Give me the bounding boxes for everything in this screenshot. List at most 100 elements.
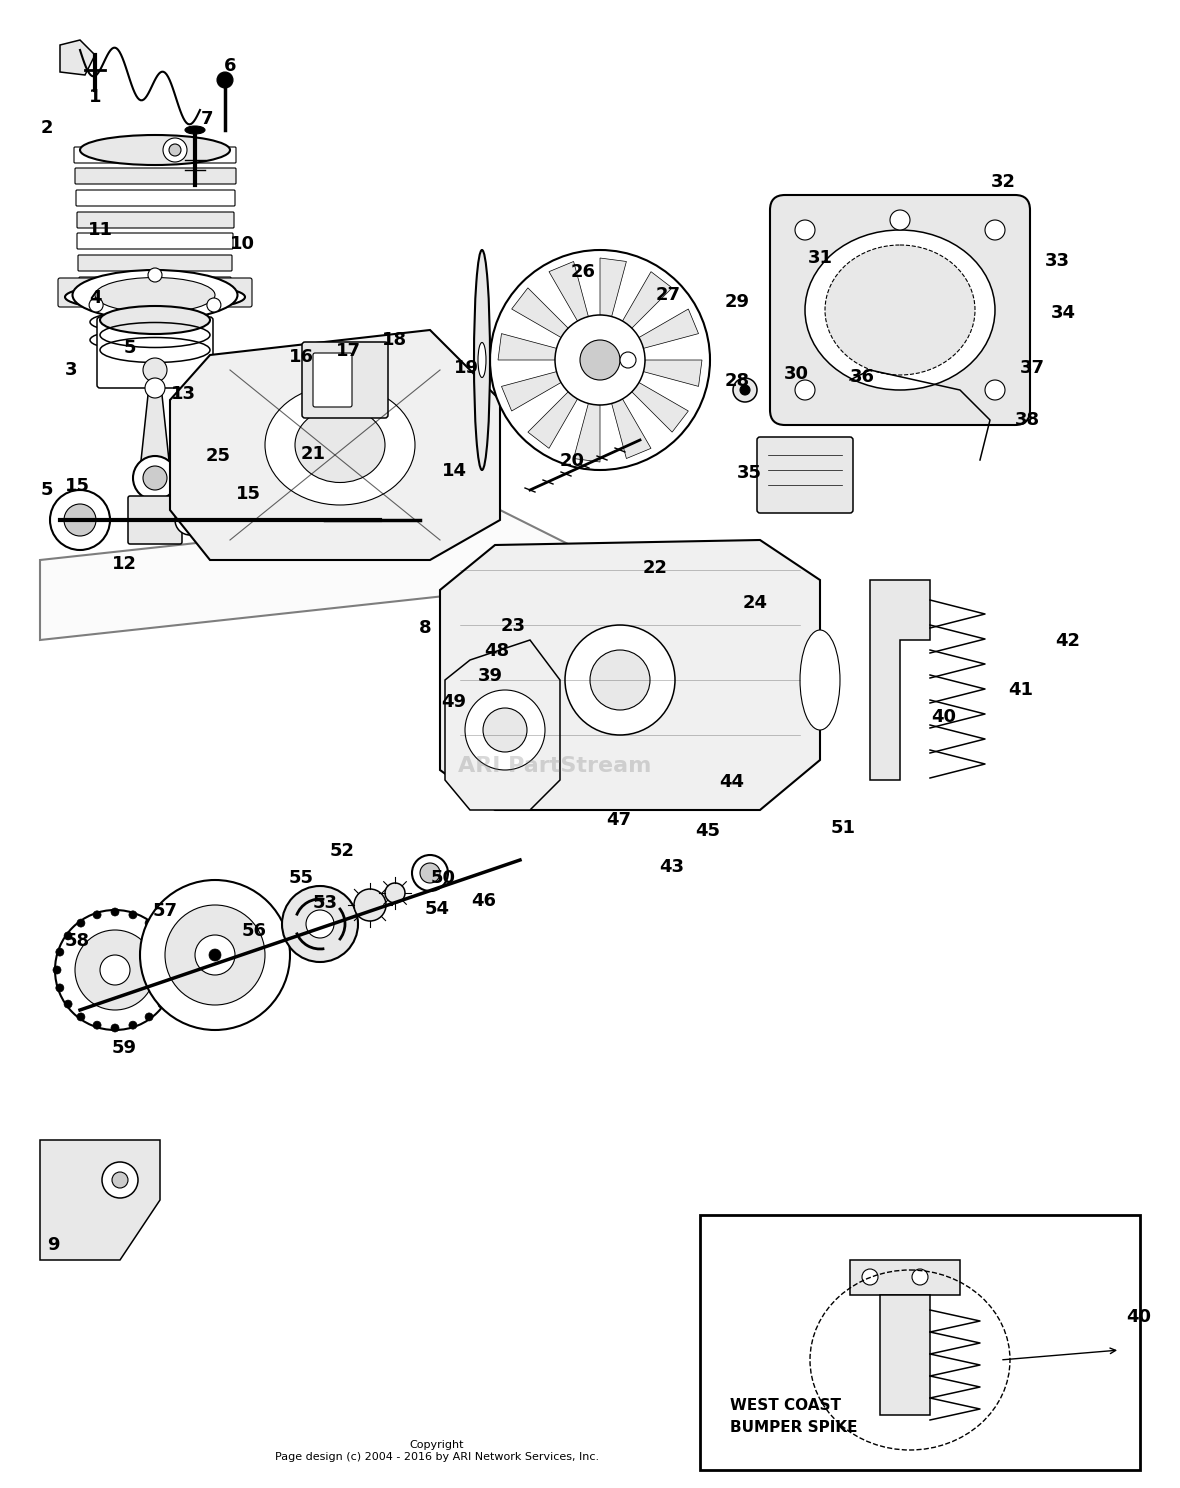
Text: 7: 7 [201, 110, 214, 128]
Text: 21: 21 [301, 445, 326, 463]
Circle shape [90, 298, 103, 312]
Text: 29: 29 [725, 293, 749, 311]
Polygon shape [640, 310, 699, 348]
FancyBboxPatch shape [58, 278, 253, 307]
Circle shape [490, 250, 710, 470]
Text: 56: 56 [242, 923, 267, 940]
Text: BUMPER SPIKE: BUMPER SPIKE [730, 1421, 858, 1436]
Ellipse shape [80, 135, 230, 165]
FancyBboxPatch shape [78, 254, 232, 271]
Text: 37: 37 [1020, 359, 1044, 376]
FancyBboxPatch shape [76, 168, 236, 185]
Circle shape [64, 931, 72, 940]
Text: 28: 28 [725, 372, 749, 390]
Text: 16: 16 [288, 348, 314, 366]
Circle shape [620, 353, 636, 368]
Circle shape [158, 1000, 166, 1007]
Ellipse shape [474, 250, 490, 470]
Text: 54: 54 [425, 900, 450, 918]
Circle shape [50, 490, 110, 551]
Circle shape [53, 966, 61, 975]
Circle shape [163, 138, 186, 162]
Text: 15: 15 [65, 478, 90, 496]
Circle shape [581, 339, 620, 379]
Circle shape [158, 931, 166, 940]
Circle shape [282, 885, 358, 963]
Text: 33: 33 [1044, 251, 1069, 269]
Circle shape [483, 708, 527, 751]
Ellipse shape [295, 408, 385, 482]
Text: 44: 44 [720, 772, 745, 792]
Text: ARI PartStream: ARI PartStream [458, 756, 651, 777]
Text: 51: 51 [831, 818, 855, 836]
Text: 32: 32 [990, 173, 1016, 190]
Ellipse shape [800, 629, 840, 731]
Polygon shape [140, 394, 170, 470]
Polygon shape [527, 391, 577, 448]
Ellipse shape [96, 277, 215, 312]
Text: 22: 22 [642, 559, 668, 577]
Circle shape [217, 71, 232, 88]
Circle shape [795, 379, 815, 400]
Polygon shape [170, 330, 500, 559]
Text: 5: 5 [124, 339, 136, 357]
Ellipse shape [72, 269, 237, 320]
Text: 41: 41 [1009, 682, 1034, 699]
FancyBboxPatch shape [97, 317, 214, 388]
Text: 23: 23 [500, 618, 525, 635]
Polygon shape [549, 262, 589, 321]
Circle shape [863, 1269, 878, 1286]
Text: 35: 35 [736, 464, 761, 482]
Circle shape [143, 466, 168, 490]
Text: 13: 13 [170, 385, 196, 403]
Circle shape [733, 378, 758, 402]
Text: 1: 1 [88, 88, 101, 106]
Polygon shape [870, 580, 930, 780]
Circle shape [129, 911, 137, 918]
Circle shape [64, 1000, 72, 1007]
Circle shape [354, 888, 386, 921]
Polygon shape [445, 640, 560, 809]
Ellipse shape [100, 307, 210, 333]
Text: 2: 2 [41, 119, 53, 137]
Circle shape [111, 908, 119, 917]
FancyBboxPatch shape [302, 342, 388, 418]
Circle shape [76, 930, 155, 1010]
Text: 11: 11 [87, 222, 112, 240]
FancyBboxPatch shape [313, 353, 352, 408]
Circle shape [77, 920, 85, 927]
Polygon shape [611, 399, 651, 458]
Text: 9: 9 [47, 1237, 59, 1254]
Polygon shape [599, 257, 627, 317]
Text: 10: 10 [229, 235, 255, 253]
Circle shape [420, 863, 440, 882]
FancyBboxPatch shape [127, 496, 182, 545]
Circle shape [278, 504, 312, 536]
Circle shape [140, 879, 290, 1030]
Circle shape [111, 1024, 119, 1033]
Circle shape [912, 1269, 927, 1286]
Text: 25: 25 [205, 446, 230, 466]
Polygon shape [573, 403, 599, 461]
Circle shape [175, 504, 205, 536]
FancyBboxPatch shape [77, 211, 234, 228]
Polygon shape [498, 333, 557, 360]
Circle shape [195, 934, 235, 975]
Text: 43: 43 [660, 859, 684, 876]
Polygon shape [623, 272, 673, 329]
Text: WEST COAST: WEST COAST [730, 1397, 841, 1412]
Ellipse shape [65, 283, 245, 311]
Polygon shape [643, 360, 702, 387]
Circle shape [165, 905, 266, 1004]
Circle shape [385, 882, 405, 903]
Ellipse shape [805, 231, 995, 390]
Text: 48: 48 [485, 641, 510, 661]
Text: 46: 46 [472, 891, 497, 911]
Circle shape [77, 1013, 85, 1021]
Text: 45: 45 [695, 821, 721, 841]
Polygon shape [502, 372, 560, 411]
Circle shape [145, 1013, 153, 1021]
Circle shape [55, 948, 64, 957]
Text: 49: 49 [441, 693, 466, 711]
Circle shape [148, 268, 162, 283]
